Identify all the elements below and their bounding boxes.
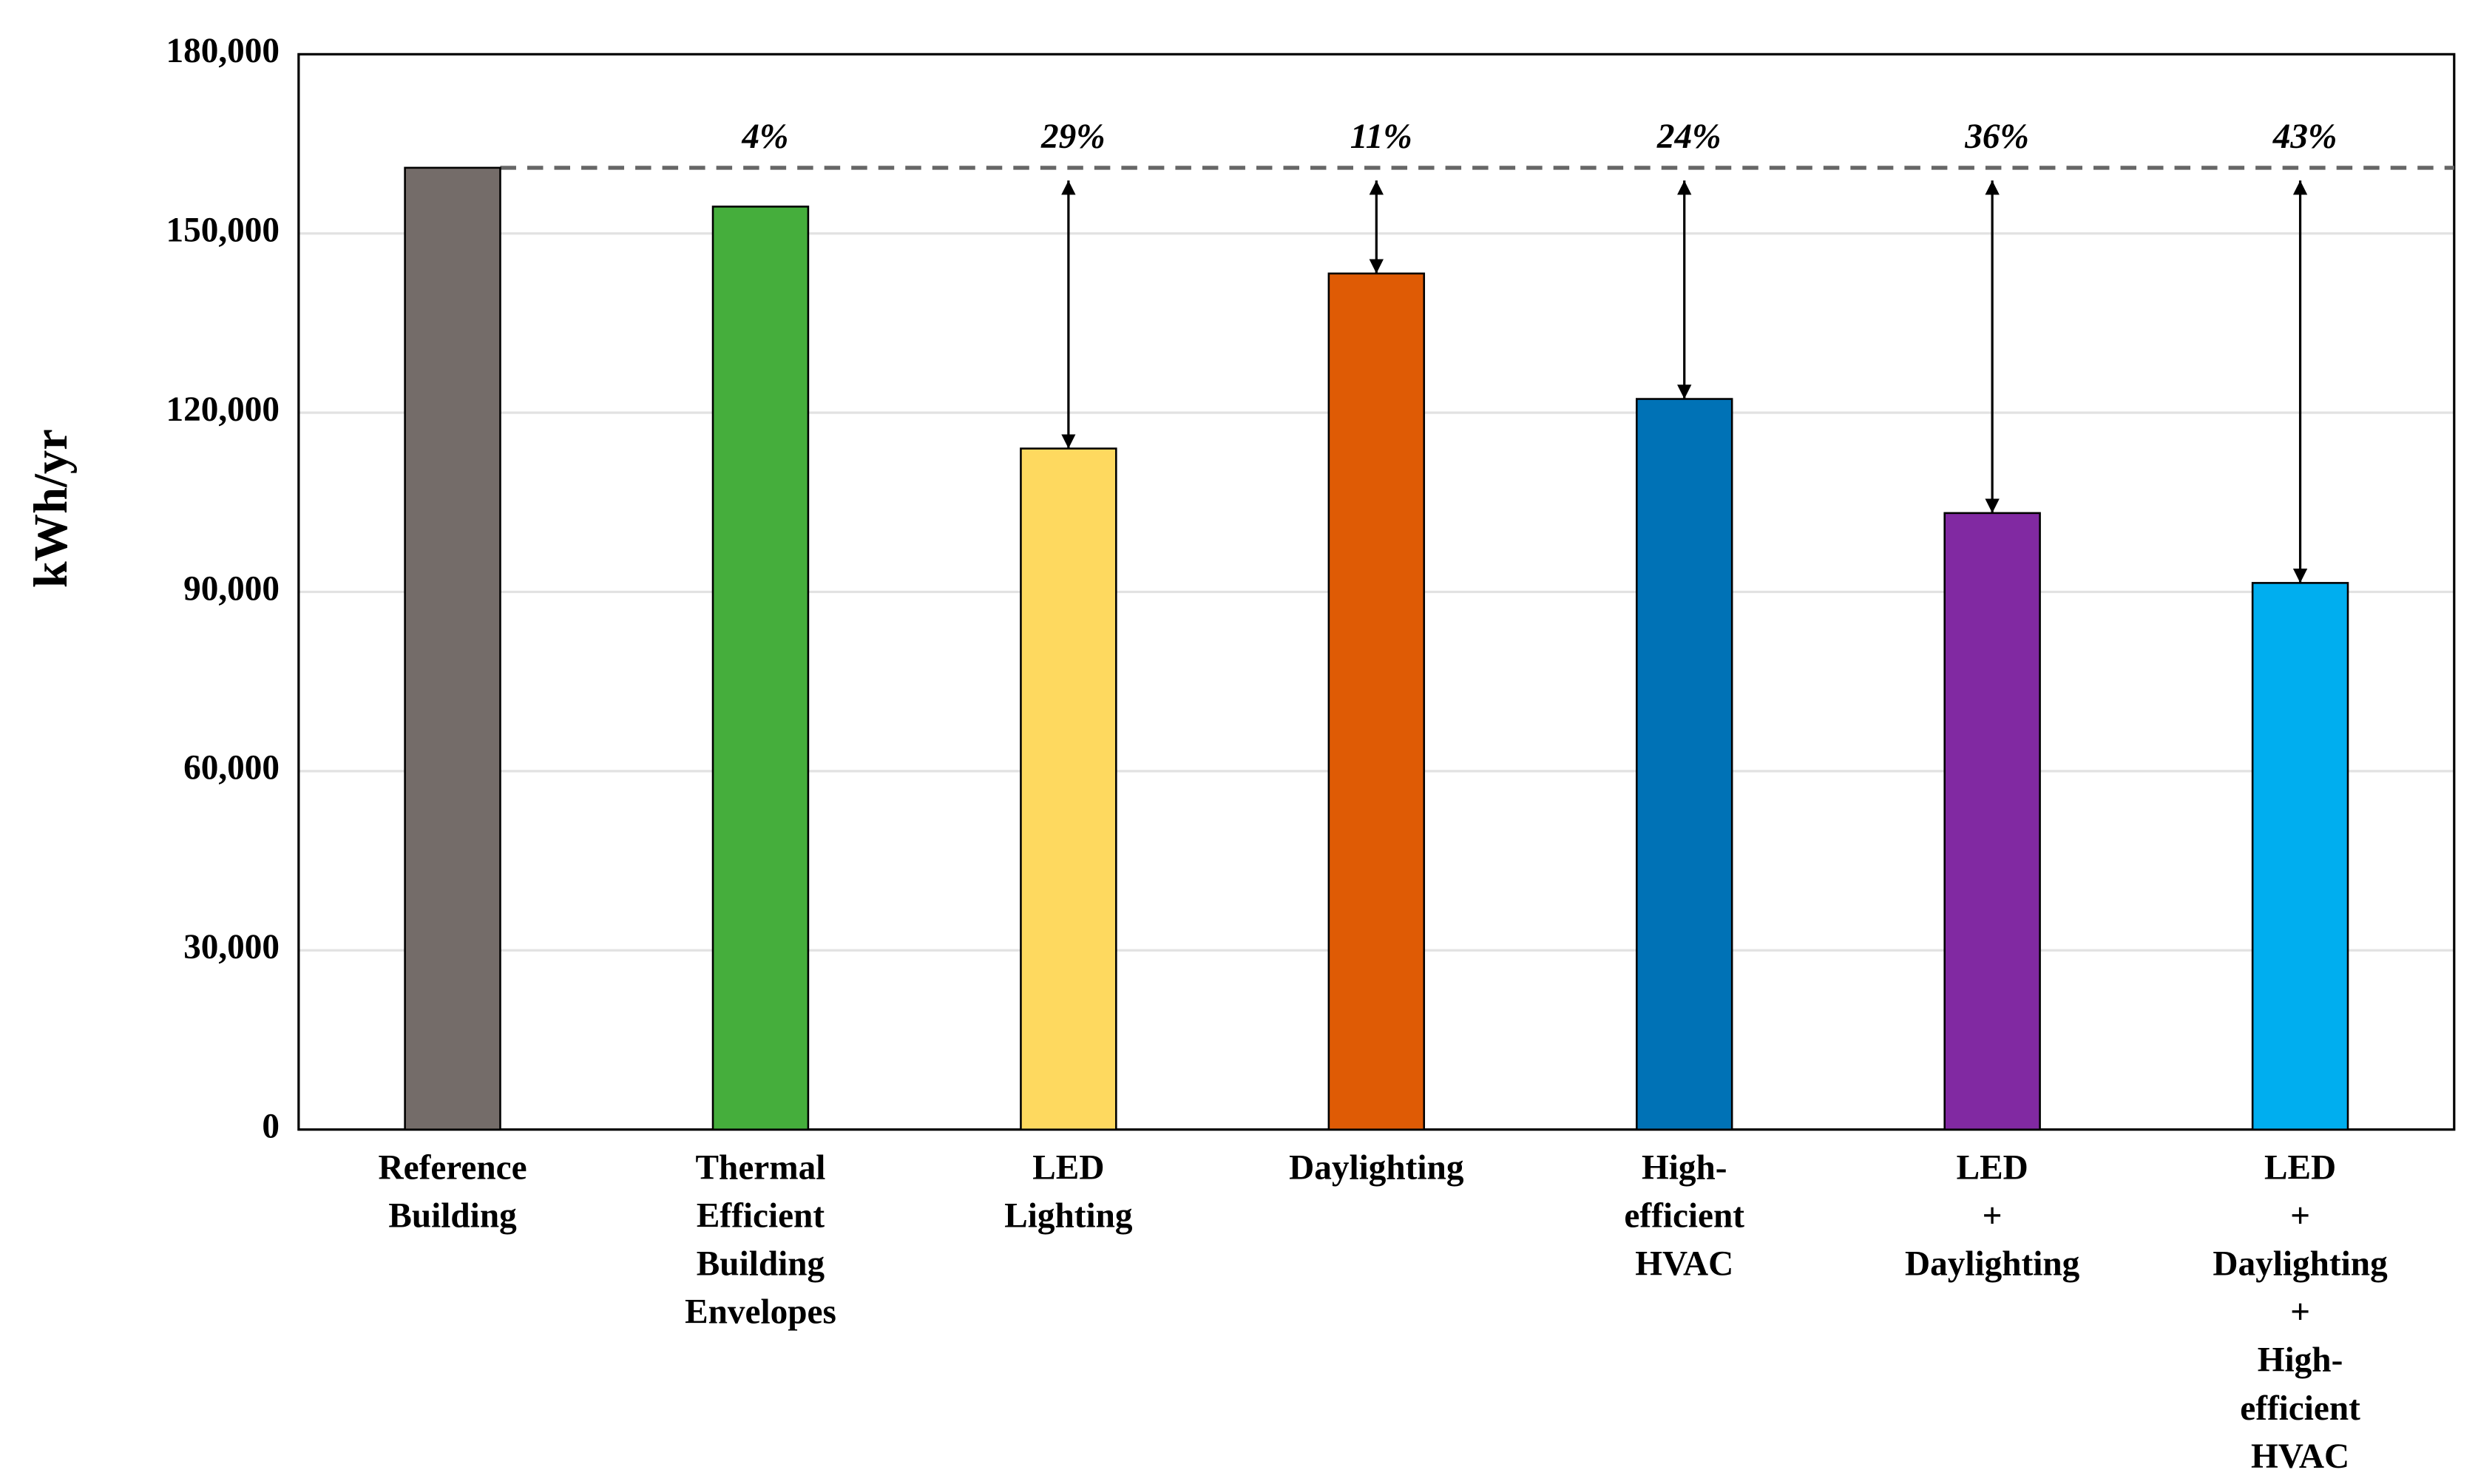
bar (2251, 582, 2349, 1131)
x-tick-label: + (1983, 1196, 2003, 1235)
x-tick-label: LED (1032, 1148, 1104, 1187)
bar (1635, 398, 1733, 1131)
x-tick-label: Lighting (1004, 1196, 1133, 1235)
x-tick-label: High- (1642, 1148, 1727, 1187)
x-tick-label: Thermal (696, 1148, 826, 1187)
x-tick-label: + (2290, 1196, 2310, 1235)
x-tick-label: Reference (378, 1148, 527, 1187)
savings-label: 24% (1656, 118, 1722, 156)
x-tick-label: Daylighting (1905, 1244, 2080, 1283)
y-tick-label: 30,000 (183, 928, 280, 966)
savings-label: 11% (1350, 118, 1412, 156)
savings-label: 29% (1040, 118, 1106, 156)
x-tick-label: Building (388, 1196, 517, 1235)
y-tick-label: 60,000 (183, 749, 280, 787)
x-tick-label: Daylighting (2213, 1244, 2388, 1283)
y-tick-label: 0 (262, 1107, 280, 1145)
x-tick-label: efficient (2240, 1389, 2360, 1428)
y-tick-label: 150,000 (166, 211, 280, 250)
bar (1020, 447, 1117, 1131)
bar (404, 166, 501, 1131)
x-tick-label: + (2290, 1293, 2310, 1332)
bar (711, 206, 810, 1131)
x-tick-label: LED (1957, 1148, 2028, 1187)
x-tick-label: Efficient (697, 1196, 825, 1235)
y-tick-label: 120,000 (166, 390, 280, 429)
x-tick-label: Building (697, 1244, 825, 1283)
x-tick-label: HVAC (1635, 1244, 1733, 1283)
savings-label: 36% (1964, 118, 2029, 156)
x-tick-label: HVAC (2251, 1437, 2349, 1476)
x-tick-label: High- (2258, 1341, 2343, 1380)
y-axis-label: kWh/yr (24, 429, 77, 588)
y-tick-label: 180,000 (166, 32, 280, 70)
savings-label: 4% (741, 118, 788, 156)
savings-label: 43% (2272, 118, 2337, 156)
x-tick-label: Envelopes (685, 1293, 836, 1332)
x-tick-label: efficient (1624, 1196, 1744, 1235)
bar (1327, 272, 1426, 1131)
x-tick-label: Daylighting (1289, 1148, 1464, 1187)
y-tick-label: 90,000 (183, 569, 280, 608)
bar (1943, 512, 2041, 1131)
x-tick-label: LED (2264, 1148, 2336, 1187)
